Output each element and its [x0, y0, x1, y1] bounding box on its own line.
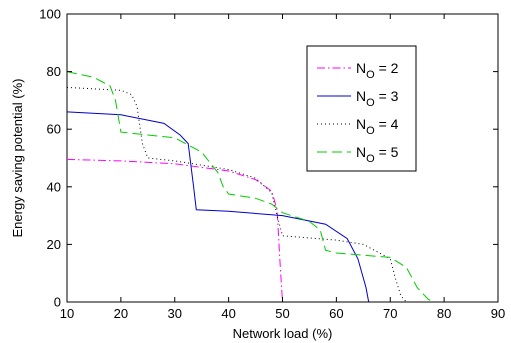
x-tick-label: 60	[329, 306, 343, 321]
y-tick-label: 0	[54, 295, 61, 310]
series-line-2	[66, 111, 370, 303]
x-tick-label: 40	[221, 306, 235, 321]
series-line-1	[66, 158, 283, 303]
axis-ticks	[66, 13, 499, 303]
plot-frame	[66, 13, 499, 303]
series-line-3	[66, 86, 407, 303]
y-tick-label: 60	[47, 122, 61, 137]
y-tick-label: 40	[47, 179, 61, 194]
y-axis-label: Energy saving potential (%)	[10, 79, 25, 238]
x-tick-label: 50	[275, 306, 289, 321]
tick-labels: 10 20 30 40 50 60 70 80 90 0 20 40 60 80 100	[39, 7, 505, 322]
x-tick-label: 20	[114, 306, 128, 321]
legend-box	[306, 45, 417, 172]
x-tick-label: 30	[168, 306, 182, 321]
x-axis-label: Network load (%)	[233, 326, 333, 341]
series-lines	[66, 71, 434, 303]
series-line-4	[66, 71, 434, 303]
y-tick-label: 100	[39, 7, 61, 22]
x-tick-label: 90	[491, 306, 505, 321]
x-tick-label: 70	[383, 306, 397, 321]
x-tick-label: 10	[60, 306, 74, 321]
legend-label-4: NO = 5	[356, 144, 399, 165]
plot-area	[66, 13, 499, 303]
legend-label-3: NO = 4	[356, 116, 399, 137]
legend: NO = 2 NO = 3 NO = 4 NO = 5	[306, 45, 417, 172]
x-tick-label: 80	[437, 306, 451, 321]
y-tick-label: 80	[47, 64, 61, 79]
legend-label-1: NO = 2	[356, 60, 399, 81]
legend-label-2: NO = 3	[356, 88, 399, 109]
y-tick-label: 20	[47, 237, 61, 252]
